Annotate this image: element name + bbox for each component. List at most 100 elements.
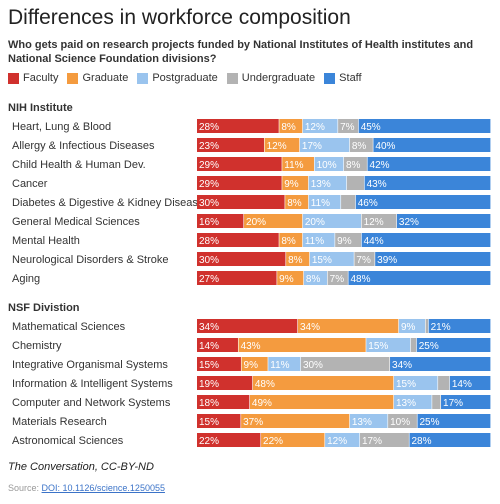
data-label: 11% (305, 236, 324, 247)
bar-segment (409, 433, 491, 447)
bar-segment (299, 138, 350, 152)
bar-segment (197, 319, 298, 333)
data-label: 10% (390, 417, 410, 428)
category-label: Cancer (12, 178, 48, 190)
legend-item: Staff (324, 72, 362, 84)
legend-swatch (324, 72, 336, 84)
bar-segment (449, 376, 491, 390)
group-heading: NSF Divistion (8, 302, 80, 314)
bar-segment (285, 195, 309, 209)
bar-segment (355, 195, 491, 209)
source-link[interactable]: DOI: 10.1126/science.1250055 (41, 483, 165, 493)
data-label: 9% (244, 360, 259, 371)
legend-label: Graduate (82, 72, 129, 84)
bar-segment (197, 357, 241, 371)
chart-subtitle: Who gets paid on research projects funde… (8, 39, 474, 65)
data-label: 10% (317, 160, 337, 171)
bar-segment (338, 119, 359, 133)
bar-segment (302, 233, 335, 247)
data-label: 45% (361, 122, 381, 133)
bar-segment (441, 395, 491, 409)
data-label: 9% (284, 179, 299, 190)
data-label: 29% (199, 160, 219, 171)
bar-segment (358, 119, 491, 133)
bar-segment (438, 376, 450, 390)
legend-swatch (226, 72, 238, 84)
data-label: 28% (199, 236, 219, 247)
bar-segment (279, 119, 303, 133)
bar-segment (373, 138, 491, 152)
bar-segment (197, 214, 244, 228)
bar-segment (241, 414, 350, 428)
bar-segment (361, 214, 397, 228)
bar-segment (361, 233, 491, 247)
bar-segment (366, 338, 411, 352)
data-label: 25% (419, 341, 439, 352)
data-label: 13% (396, 398, 416, 409)
bar-segment (325, 433, 360, 447)
data-label: 15% (312, 255, 332, 266)
data-label: 39% (377, 255, 397, 266)
data-label: 7% (340, 122, 355, 133)
bar-segment (309, 252, 354, 266)
data-label: 30% (303, 360, 323, 371)
data-label: 8% (281, 122, 296, 133)
data-label: 13% (352, 417, 372, 428)
category-label: Diabetes & Digestive & Kidney Diseases (12, 197, 210, 209)
bar-segment (428, 319, 491, 333)
bar-segment (308, 176, 347, 190)
bar-segment (197, 271, 277, 285)
bar-segment (425, 319, 429, 333)
legend-label: Postgraduate (152, 72, 218, 84)
bar-segment (390, 357, 491, 371)
bar-segment (393, 376, 438, 390)
bar-segment (302, 214, 362, 228)
bar-segment (238, 338, 366, 352)
bar-segment (327, 271, 348, 285)
data-label: 48% (350, 274, 370, 285)
data-label: 8% (281, 236, 296, 247)
data-label: 14% (452, 379, 472, 390)
legend-item: Postgraduate (137, 72, 218, 84)
bar-segment (282, 176, 309, 190)
bar-segment (268, 357, 301, 371)
data-label: 20% (305, 217, 325, 228)
data-label: 12% (305, 122, 325, 133)
bar-segment (354, 252, 375, 266)
bar-segment (410, 338, 417, 352)
bar-segment (346, 176, 364, 190)
bar-segment (398, 319, 426, 333)
legend-label: Faculty (23, 72, 59, 84)
legend-swatch (137, 72, 149, 84)
data-label: 22% (199, 436, 219, 447)
bar-segment (393, 395, 432, 409)
bar-segment (314, 157, 344, 171)
category-label: Chemistry (12, 340, 62, 352)
bar-segment (252, 376, 394, 390)
data-label: 34% (199, 322, 219, 333)
group-heading: NIH Institute (8, 102, 73, 114)
data-label: 44% (364, 236, 384, 247)
category-label: Computer and Network Systems (12, 397, 171, 409)
legend-item: Graduate (67, 72, 128, 84)
data-label: 30% (199, 255, 219, 266)
data-label: 12% (267, 141, 287, 152)
bar-segment (261, 433, 325, 447)
category-label: General Medical Sciences (12, 216, 140, 228)
data-label: 49% (252, 398, 272, 409)
bar-segment (197, 433, 261, 447)
data-label: 12% (364, 217, 384, 228)
data-label: 20% (246, 217, 266, 228)
data-label: 15% (368, 341, 388, 352)
data-label: 29% (199, 179, 219, 190)
category-label: Astronomical Sciences (12, 435, 124, 447)
category-label: Child Health & Human Dev. (12, 159, 146, 171)
bar-segment (388, 414, 417, 428)
data-label: 14% (199, 341, 219, 352)
bar-segment (197, 233, 279, 247)
bar-segment (286, 252, 310, 266)
bar-segment (282, 157, 314, 171)
bar-segment (279, 233, 303, 247)
legend-swatch (8, 72, 19, 84)
